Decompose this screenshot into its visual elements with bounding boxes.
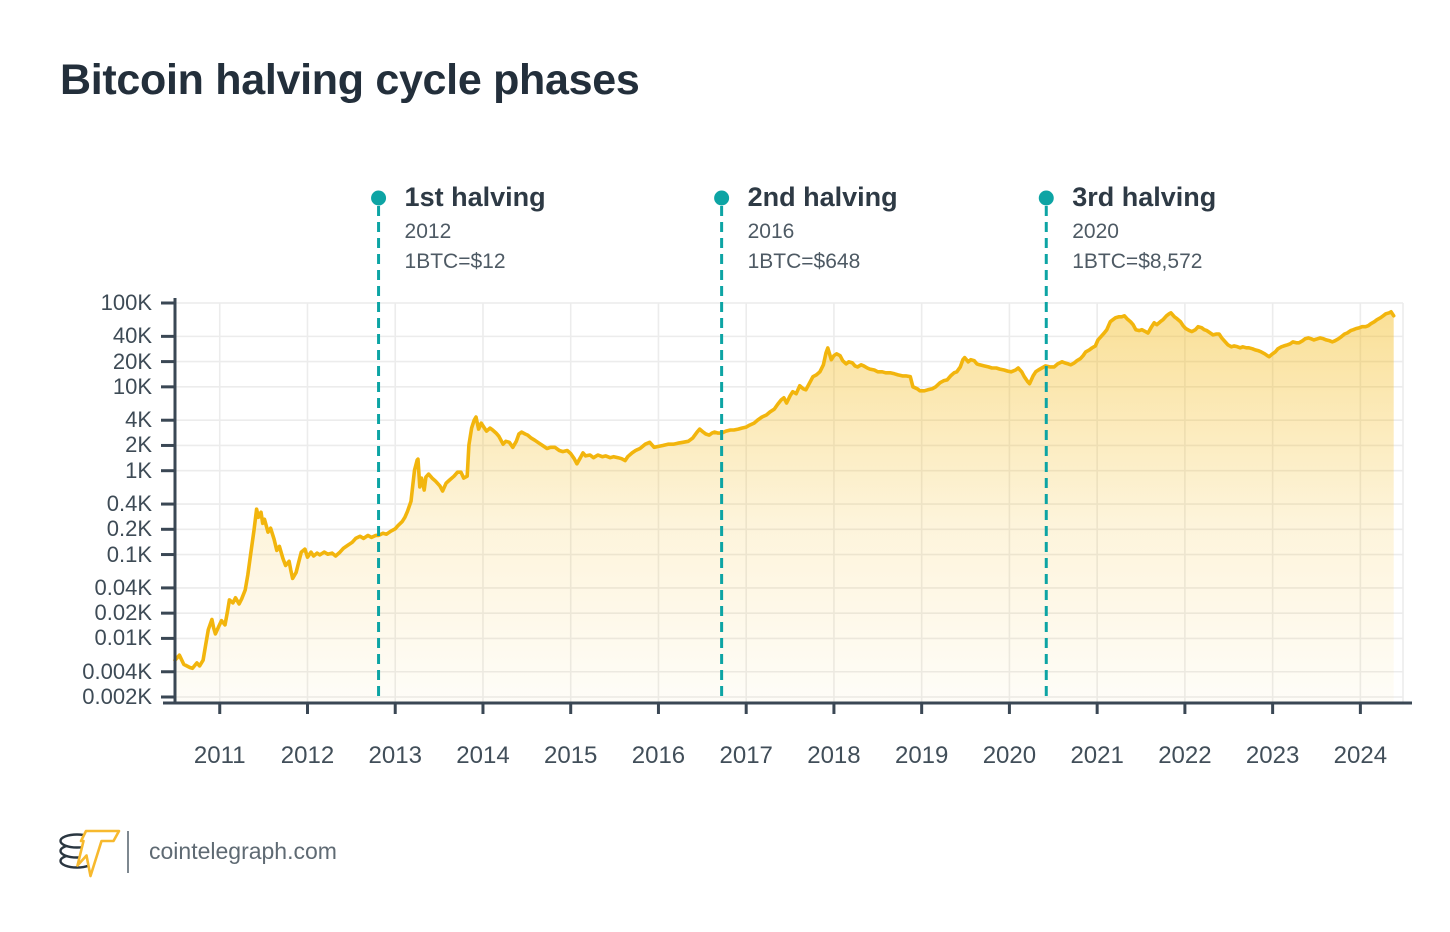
x-axis-tick-label: 2022	[1158, 742, 1212, 769]
annotation-price: 1BTC=$8,572	[1072, 250, 1203, 273]
price-area	[175, 311, 1394, 703]
price-line	[173, 310, 1396, 671]
y-axis-tick-label: 100K	[100, 290, 152, 315]
y-axis-tick-label: 0.004K	[82, 658, 152, 684]
footer-site-text: cointelegraph.com	[149, 838, 337, 864]
y-axis-tick-label: 0.04K	[94, 574, 153, 600]
x-axis-tick-label: 2024	[1333, 742, 1388, 769]
y-axis-tick-label: 20K	[112, 348, 152, 374]
footer-divider	[127, 831, 129, 873]
annotation-price: 1BTC=$648	[747, 250, 861, 273]
y-axis-tick-label: 0.002K	[82, 684, 152, 709]
x-axis-tick-label: 2011	[193, 742, 246, 769]
x-axis-tick-label: 2012	[280, 742, 335, 769]
annotation-block: 3rd halving 2020 1BTC=$8,572	[1072, 181, 1216, 277]
y-axis-tick-label: 0.4K	[106, 491, 152, 517]
y-axis-tick-label: 0.2K	[106, 516, 152, 542]
cointelegraph-logo	[59, 829, 121, 878]
y-axis-tick-label: 40K	[112, 323, 152, 349]
annotation-year: 2016	[747, 220, 795, 243]
y-axis-tick-label: 1K	[125, 457, 152, 483]
x-axis-tick-label: 2020	[982, 742, 1037, 769]
x-axis-tick-label: 2014	[456, 742, 510, 769]
y-axis-tick-label: 0.1K	[106, 541, 152, 567]
x-axis-tick-label: 2018	[807, 742, 861, 769]
y-axis-tick-label: 4K	[125, 407, 152, 433]
y-axis-tick-label: 10K	[112, 373, 152, 399]
annotation-title: 1st halving	[404, 182, 546, 212]
annotation-year: 2012	[404, 220, 452, 243]
annotation-price: 1BTC=$12	[404, 250, 506, 273]
y-axis-tick-label: 2K	[125, 432, 152, 458]
halving-marker-dot	[371, 190, 387, 206]
halving-marker-dot	[1038, 190, 1054, 206]
annotation-title: 2nd halving	[747, 182, 898, 212]
lightning-bolt-icon	[76, 829, 121, 878]
annotation-title: 3rd halving	[1072, 182, 1217, 212]
annotation-block: 1st halving 2012 1BTC=$12	[405, 181, 546, 277]
halving-marker-dot	[714, 190, 730, 206]
x-axis-tick-label: 2023	[1245, 742, 1300, 769]
y-axis-tick-label: 0.02K	[94, 600, 153, 626]
x-axis-tick-label: 2015	[544, 742, 598, 769]
x-axis-tick-label: 2013	[368, 742, 422, 769]
annotation-block: 2nd halving 2016 1BTC=$648	[748, 181, 898, 277]
x-axis-tick-label: 2016	[631, 742, 686, 769]
y-axis-tick-label: 0.01K	[94, 625, 153, 651]
annotation-year: 2020	[1072, 220, 1119, 243]
x-axis-tick-label: 2019	[894, 742, 949, 769]
x-axis-tick-label: 2021	[1070, 742, 1124, 769]
chart-title: Bitcoin halving cycle phases	[60, 56, 640, 104]
x-axis-tick-label: 2017	[719, 742, 773, 769]
